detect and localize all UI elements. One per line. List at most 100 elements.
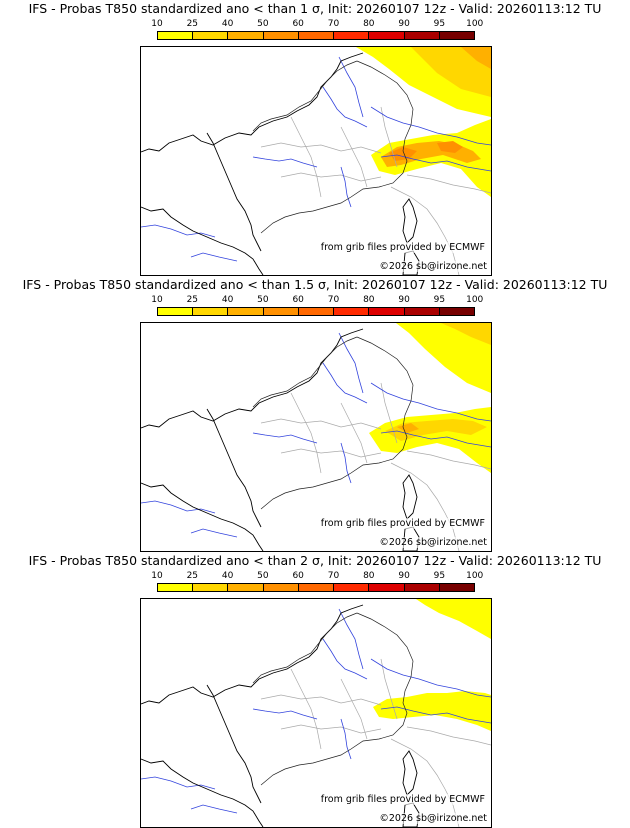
- admin-border: [380, 106, 398, 168]
- legend-swatch: [298, 584, 335, 591]
- legend-tick-label: 70: [327, 571, 340, 581]
- country-border: [252, 60, 414, 234]
- legend-swatch: [439, 584, 474, 591]
- river: [252, 156, 318, 168]
- probability-area: [369, 407, 491, 473]
- data-source-credit: from grib files provided by ECMWF: [320, 794, 485, 805]
- probability-area: [389, 147, 417, 161]
- legend-swatch: [298, 308, 335, 315]
- atlantic-coastline: [206, 684, 262, 804]
- legend-tick-label: 100: [466, 295, 484, 305]
- legend-swatch: [263, 584, 299, 591]
- data-source-credit: from grib files provided by ECMWF: [320, 518, 485, 529]
- legend-tick-label: 50: [257, 19, 269, 29]
- data-source-credit: from grib files provided by ECMWF: [320, 242, 485, 253]
- admin-border: [406, 450, 491, 470]
- probability-area: [373, 691, 491, 731]
- admin-border: [340, 678, 368, 740]
- legend-tick-label: 60: [292, 295, 304, 305]
- river: [338, 332, 364, 394]
- admin-border: [280, 724, 382, 734]
- legend-tick-label: 25: [186, 295, 199, 305]
- legend-tick-label: 80: [363, 571, 375, 581]
- legend-tick-label: 40: [221, 295, 234, 305]
- river: [380, 430, 491, 448]
- legend-tick-label: 90: [398, 19, 410, 29]
- legend-tick-label: 10: [151, 19, 163, 29]
- legend-swatch: [193, 308, 229, 315]
- river: [322, 362, 368, 404]
- admin-border: [380, 658, 398, 720]
- legend-tick-label: 25: [186, 571, 199, 581]
- legend-swatch: [298, 32, 335, 39]
- map-svg: [141, 599, 491, 827]
- forecast-panel-1: IFS - Probas T850 standardized ano < tha…: [0, 0, 630, 276]
- forecast-panel-3: IFS - Probas T850 standardized ano < tha…: [0, 552, 630, 828]
- river: [190, 804, 238, 814]
- admin-border: [260, 418, 382, 430]
- river: [141, 500, 216, 514]
- legend-tick-label: 95: [433, 295, 446, 305]
- river: [338, 56, 364, 118]
- legend-tick-label: 80: [363, 19, 375, 29]
- admin-border: [340, 126, 368, 188]
- river: [141, 224, 216, 238]
- river: [380, 154, 491, 172]
- legend-swatch: [228, 584, 264, 591]
- legend-tick-label: 10: [151, 571, 163, 581]
- admin-border: [406, 726, 491, 746]
- probability-area: [437, 141, 463, 153]
- legend-swatch: [158, 32, 194, 39]
- legend-tick-label: 10: [151, 295, 163, 305]
- admin-border: [260, 694, 382, 706]
- legend-tick-label: 100: [466, 19, 484, 29]
- coastline: [141, 52, 364, 275]
- river: [380, 706, 491, 724]
- river: [370, 658, 491, 698]
- legend-swatch: [263, 308, 299, 315]
- map-svg: [141, 323, 491, 551]
- legend-colorbar: [157, 31, 475, 40]
- legend-swatch: [158, 308, 194, 315]
- legend-swatch: [193, 584, 229, 591]
- probability-area: [441, 323, 491, 345]
- atlantic-coastline: [206, 132, 262, 252]
- legend-swatch: [193, 32, 229, 39]
- river: [338, 608, 364, 670]
- admin-border: [290, 392, 322, 474]
- legend-tick-label: 25: [186, 19, 199, 29]
- probability-area: [411, 47, 491, 97]
- legend-tick-label: 60: [292, 571, 304, 581]
- legend-tick-label: 70: [327, 295, 340, 305]
- legend-swatch: [404, 584, 440, 591]
- probability-area: [397, 423, 419, 433]
- copyright-credit: ©2026 sb@irizone.net: [379, 537, 487, 548]
- admin-border: [340, 402, 368, 464]
- legend-swatch: [228, 32, 264, 39]
- legend-swatch: [404, 32, 440, 39]
- corsica-outline: [402, 198, 418, 244]
- river: [190, 252, 238, 262]
- admin-border: [290, 668, 322, 750]
- country-border: [252, 336, 414, 510]
- probability-map: from grib files provided by ECMWF ©2026 …: [140, 46, 492, 276]
- legend-tick-label: 40: [221, 19, 234, 29]
- map-svg: [141, 47, 491, 275]
- panel-title: IFS - Probas T850 standardized ano < tha…: [22, 277, 608, 292]
- admin-border: [290, 116, 322, 198]
- legend-swatch: [334, 308, 370, 315]
- legend-swatch: [334, 584, 370, 591]
- atlantic-coastline: [206, 408, 262, 528]
- admin-border: [260, 142, 382, 154]
- river: [340, 442, 352, 484]
- legend-tick-label: 80: [363, 295, 375, 305]
- legend-colorbar: [157, 307, 475, 316]
- admin-border: [280, 172, 382, 182]
- panel-title: IFS - Probas T850 standardized ano < tha…: [28, 1, 602, 16]
- probability-map: from grib files provided by ECMWF ©2026 …: [140, 322, 492, 552]
- admin-border: [380, 382, 398, 444]
- river: [370, 382, 491, 422]
- legend-tick-label: 90: [398, 571, 410, 581]
- corsica-outline: [402, 750, 418, 796]
- admin-border: [390, 186, 460, 275]
